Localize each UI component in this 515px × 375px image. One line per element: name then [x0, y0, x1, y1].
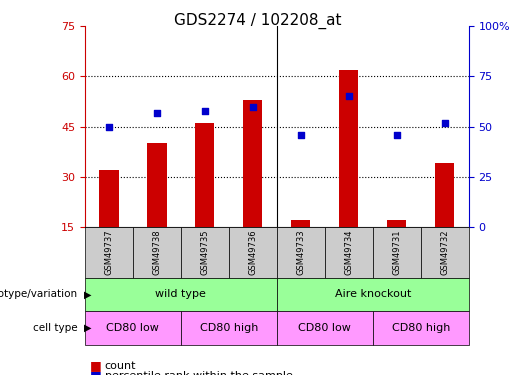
Text: GSM49733: GSM49733 — [296, 230, 305, 275]
Text: CD80 low: CD80 low — [107, 323, 159, 333]
Text: GSM49735: GSM49735 — [200, 230, 210, 275]
Text: genotype/variation: genotype/variation — [0, 290, 77, 299]
Bar — [339, 70, 358, 227]
Point — [297, 132, 305, 138]
Text: GSM49738: GSM49738 — [152, 230, 161, 275]
Point — [201, 108, 209, 114]
Text: ■: ■ — [90, 359, 102, 372]
Text: CD80 high: CD80 high — [200, 323, 258, 333]
Text: percentile rank within the sample: percentile rank within the sample — [105, 371, 293, 375]
Text: GSM49737: GSM49737 — [105, 230, 113, 275]
Text: GSM49731: GSM49731 — [392, 230, 401, 275]
Bar — [99, 170, 118, 227]
Text: ▶: ▶ — [84, 290, 92, 299]
Text: CD80 low: CD80 low — [298, 323, 351, 333]
Point — [440, 120, 449, 126]
Text: count: count — [105, 361, 136, 370]
Point — [345, 93, 353, 99]
Bar — [195, 123, 214, 227]
Text: GSM49736: GSM49736 — [248, 230, 258, 275]
Bar — [243, 100, 263, 227]
Text: ▶: ▶ — [84, 323, 92, 333]
Bar — [147, 143, 166, 227]
Bar — [435, 164, 454, 227]
Text: GSM49734: GSM49734 — [344, 230, 353, 275]
Text: Aire knockout: Aire knockout — [335, 290, 411, 299]
Point — [105, 124, 113, 130]
Text: ■: ■ — [90, 369, 102, 375]
Text: GSM49732: GSM49732 — [440, 230, 449, 275]
Text: CD80 high: CD80 high — [391, 323, 450, 333]
Point — [153, 110, 161, 116]
Bar — [291, 220, 311, 227]
Text: wild type: wild type — [156, 290, 207, 299]
Text: GDS2274 / 102208_at: GDS2274 / 102208_at — [174, 13, 341, 29]
Point — [249, 104, 257, 110]
Bar — [387, 220, 406, 227]
Point — [392, 132, 401, 138]
Text: cell type: cell type — [32, 323, 77, 333]
